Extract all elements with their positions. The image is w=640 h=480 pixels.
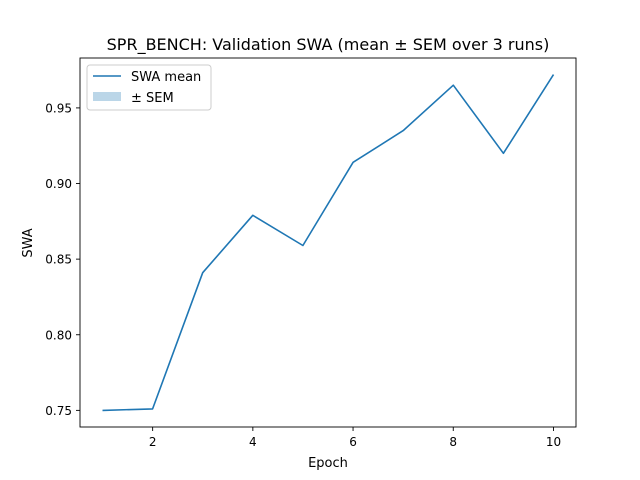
x-axis-label: Epoch xyxy=(308,456,348,471)
y-tick-label: 0.80 xyxy=(45,328,72,342)
y-tick-label: 0.95 xyxy=(45,101,72,115)
legend-label-sem: ± SEM xyxy=(131,91,174,106)
plot-area xyxy=(102,74,555,412)
x-tick-label: 8 xyxy=(449,435,457,449)
x-tick-label: 4 xyxy=(249,435,257,449)
legend-label-swa-mean: SWA mean xyxy=(131,70,201,85)
x-tick-label: 2 xyxy=(149,435,157,449)
x-tick-label: 10 xyxy=(546,435,561,449)
series-line-swa-mean xyxy=(102,74,555,412)
y-axis-ticks: 0.75 0.80 0.85 0.90 0.95 xyxy=(45,101,80,418)
y-tick-label: 0.90 xyxy=(45,177,72,191)
axes-frame xyxy=(79,57,577,428)
legend: SWA mean ± SEM xyxy=(86,64,212,111)
y-tick-label: 0.75 xyxy=(45,404,72,418)
y-axis-label: SWA xyxy=(21,228,36,257)
legend-patch-sem xyxy=(93,92,121,101)
chart-title: SPR_BENCH: Validation SWA (mean ± SEM ov… xyxy=(107,35,550,55)
y-tick-label: 0.85 xyxy=(45,253,72,267)
x-tick-label: 6 xyxy=(349,435,357,449)
x-axis-ticks: 2 4 6 8 10 xyxy=(149,427,561,449)
